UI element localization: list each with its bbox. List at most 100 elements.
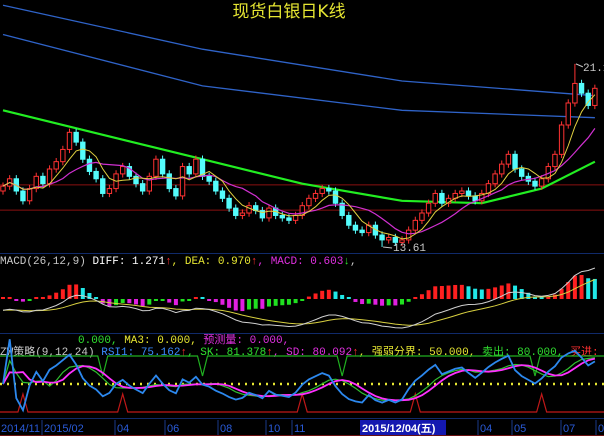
rsi-line	[2, 339, 596, 413]
candle-down	[159, 158, 166, 175]
macd-bar	[187, 299, 192, 301]
candle-up	[399, 239, 405, 243]
macd-header: MACD(26,12,9) DIFF: 1.271↑, DEA: 0.970↑,…	[0, 256, 357, 268]
macd-panel	[1, 267, 597, 329]
arrow-up-icon: ↑	[266, 347, 273, 359]
macd-bar	[140, 299, 145, 307]
candle-down	[519, 168, 525, 177]
macd-bar	[473, 288, 478, 299]
candle-up	[266, 207, 272, 219]
candle-up	[60, 148, 66, 163]
macd-bar	[586, 278, 591, 299]
candle-up	[33, 175, 39, 190]
arrow-up-icon: ↑	[165, 256, 172, 268]
candle-up	[565, 102, 571, 126]
candle-up	[419, 212, 425, 221]
candle-down	[186, 166, 192, 175]
macd-bar	[486, 288, 491, 299]
macd-bar	[360, 299, 365, 305]
candle-down	[166, 173, 172, 190]
candle-down	[332, 190, 339, 204]
macd-bar	[453, 284, 458, 299]
macd-params: MACD(26,12,9)	[0, 256, 86, 268]
zw-header-1: 0.000, MA3: 0.000, 预测量: 0.000,	[78, 333, 289, 347]
macd-bar	[193, 297, 198, 299]
date-label: 04	[117, 423, 129, 435]
macd-bar	[313, 293, 318, 299]
date-label: 2014/11	[1, 423, 40, 435]
candle-down	[578, 82, 585, 94]
arrow-down-icon: ↓	[343, 256, 350, 268]
macd-bar	[74, 284, 79, 299]
macd-bar	[213, 299, 218, 303]
macd-bar	[280, 299, 285, 306]
macd-bar	[120, 299, 125, 304]
candle-up	[26, 188, 33, 202]
selected-date: 2015/12/04(五)	[362, 422, 436, 435]
macd-bar	[134, 299, 138, 305]
macd-bar	[393, 299, 398, 306]
macd-bar	[386, 299, 391, 306]
candle-up	[239, 212, 246, 216]
date-axis[interactable]: 2014/11 2015/02 04 06 08 10 11 04 05 07 0 2015/12/…	[0, 418, 604, 436]
candle-up	[146, 175, 153, 192]
macd-bar	[54, 292, 59, 299]
macd-bar	[406, 299, 411, 302]
date-label: 11	[294, 423, 305, 435]
macd-bar	[160, 299, 165, 301]
candle-up	[538, 178, 545, 187]
zw-header-2: ZW策略(9,12,24) RSI1: 75.162↑, SK: 81.378↑…	[0, 344, 604, 359]
high-price-label: 21.10	[583, 63, 604, 75]
arrow-up-icon: ↑	[352, 347, 359, 359]
macd-bar	[247, 299, 252, 310]
selected-date-box	[360, 420, 446, 435]
ma-line-magenta	[2, 128, 596, 235]
macd-bar	[167, 299, 172, 303]
macd-bar	[127, 299, 132, 304]
candle-up	[120, 166, 126, 175]
candle-down	[206, 175, 212, 182]
candle-up	[106, 188, 113, 194]
candle-up	[0, 185, 6, 192]
candle-down	[465, 190, 472, 197]
candle-down	[532, 180, 538, 187]
macd-bar	[366, 299, 371, 304]
macd-bar	[267, 299, 271, 307]
macd-bar	[439, 286, 444, 299]
candle-up	[425, 202, 432, 214]
macd-bar	[466, 286, 471, 299]
candle-up	[179, 166, 186, 197]
candle-down	[226, 197, 232, 209]
macd-bar	[47, 295, 52, 299]
macd-bar	[400, 299, 404, 305]
sd-line	[2, 357, 596, 402]
candle-down	[326, 188, 332, 192]
macd-bar	[326, 289, 331, 299]
macd-bar	[419, 294, 424, 299]
candle-up	[405, 229, 412, 241]
candle-down	[359, 229, 365, 234]
macd-bar	[180, 299, 185, 302]
macd-bar	[233, 299, 238, 311]
candle-down	[339, 202, 345, 216]
candle-down	[219, 190, 226, 199]
candle-up	[432, 192, 438, 204]
candle-down	[286, 217, 292, 221]
macd-bar	[333, 291, 338, 299]
zw-panel	[0, 339, 604, 413]
candle-up	[153, 158, 159, 177]
macd-bar	[94, 297, 99, 299]
date-label: 04	[480, 423, 492, 435]
candle-up	[319, 188, 325, 194]
annotation-arrow	[382, 246, 393, 249]
candle-down	[126, 166, 133, 177]
candle-up	[193, 158, 199, 175]
macd-bar	[220, 299, 225, 305]
macd-bar	[459, 284, 464, 299]
date-label: 05	[514, 423, 526, 435]
candle-down	[379, 234, 385, 241]
macd-bar	[286, 299, 291, 305]
candle-down	[93, 170, 99, 180]
candle-down	[86, 158, 93, 172]
